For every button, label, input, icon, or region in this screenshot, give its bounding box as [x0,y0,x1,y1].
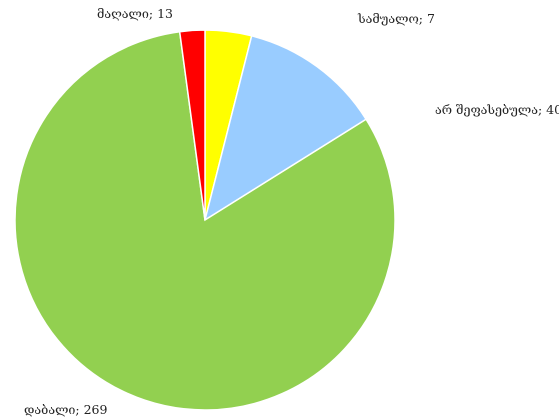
slice-label-high: მაღალი; 13 [97,6,173,21]
slice-label-low: დაბალი; 269 [24,402,107,417]
slice-not-assessed [203,34,368,222]
slice-low [14,30,396,411]
pie-labels: მაღალი; 13 სამუალო; 7 არ შეფასებულა; 40 … [24,6,559,417]
slice-label-medium: სამუალო; 7 [357,11,435,26]
pie-slices [14,29,396,411]
slice-label-not-assessed: არ შეფასებულა; 40 [435,102,559,117]
slice-high [178,29,206,221]
